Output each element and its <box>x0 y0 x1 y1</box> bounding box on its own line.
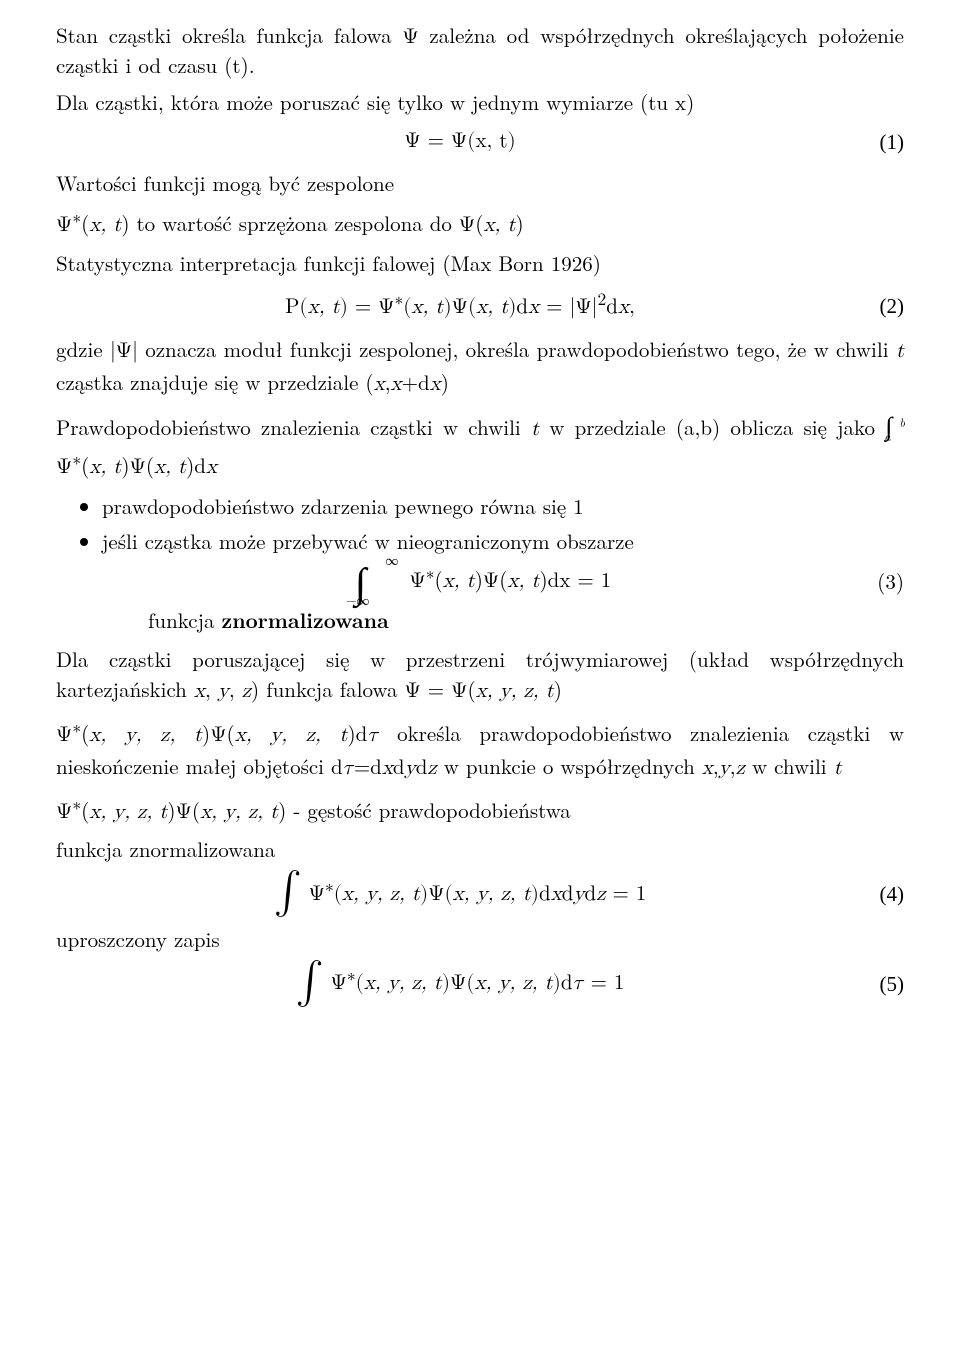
bullet-2: jeśli cząstka może przebywać w nieograni… <box>102 526 904 636</box>
paragraph-2: Dla cząstki, która może poruszać się tyl… <box>56 87 904 117</box>
equation-5-number: (5) <box>864 969 904 999</box>
equation-2: P(x, t) = Ψ∗(x, t)Ψ(x, t)dx = |Ψ|2dx, (2… <box>56 288 904 323</box>
bullet-2-text: jeśli cząstka może przebywać w nieograni… <box>102 526 634 556</box>
equation-2-body: P(x, t) = Ψ∗(x, t)Ψ(x, t)dx = |Ψ|2dx, <box>56 288 864 323</box>
bullet-1: prawdopodobieństwo zdarzenia pewnego rów… <box>102 491 904 521</box>
paragraph-12: funkcja znormalizowana <box>56 834 904 864</box>
equation-1-body: Ψ = Ψ(x, t) <box>56 127 864 157</box>
paragraph-11: Ψ∗(x, y, z, t)Ψ(x, y, z, t) - gęstość pr… <box>56 791 904 828</box>
paragraph-7: Prawdopodobieństwo znalezienia cząstki w… <box>56 406 904 483</box>
equation-1-text: Ψ = Ψ(x, t) <box>404 131 515 152</box>
paragraph-9: Dla cząstki poruszającej się w przestrze… <box>56 644 904 708</box>
equation-4-body: ∫ Ψ∗(x, y, z, t)Ψ(x, y, z, t)dxdydz = 1 <box>56 875 864 914</box>
paragraph-5: Statystyczna interpretacja funkcji falow… <box>56 248 904 278</box>
equation-4: ∫ Ψ∗(x, y, z, t)Ψ(x, y, z, t)dxdydz = 1 … <box>56 875 904 914</box>
paragraph-8: funkcja znormalizowana <box>102 605 904 635</box>
equation-2-number: (2) <box>864 291 904 321</box>
equation-4-number: (4) <box>864 879 904 909</box>
paragraph-3: Wartości funkcji mogą być zespolone <box>56 168 904 198</box>
paragraph-13: uproszczony zapis <box>56 924 904 954</box>
equation-3: ∫−∞∞ Ψ∗(x, t)Ψ(x, t)dx = 1 (3) <box>102 560 904 601</box>
equation-1: Ψ = Ψ(x, t) (1) <box>56 127 904 157</box>
paragraph-10: Ψ∗(x, y, z, t)Ψ(x, y, z, t)dτ określa pr… <box>56 714 904 785</box>
equation-5-body: ∫ Ψ∗(x, y, z, t)Ψ(x, y, z, t)dτ = 1 <box>56 964 864 1003</box>
paragraph-1: Stan cząstki określa funkcja falowa Ψ za… <box>56 20 904 81</box>
paragraph-6: gdzie |Ψ| oznacza moduł funkcji zespolon… <box>56 334 904 401</box>
equation-1-number: (1) <box>864 127 904 157</box>
page-container: Stan cząstki określa funkcja falowa Ψ za… <box>0 0 960 1348</box>
bullet-list: prawdopodobieństwo zdarzenia pewnego rów… <box>56 491 904 636</box>
paragraph-4: Ψ∗(x, t) to wartość sprzężona zespolona … <box>56 204 904 241</box>
equation-5: ∫ Ψ∗(x, y, z, t)Ψ(x, y, z, t)dτ = 1 (5) <box>56 964 904 1003</box>
equation-3-number: (3) <box>864 566 904 596</box>
equation-3-body: ∫−∞∞ Ψ∗(x, t)Ψ(x, t)dx = 1 <box>102 560 864 601</box>
